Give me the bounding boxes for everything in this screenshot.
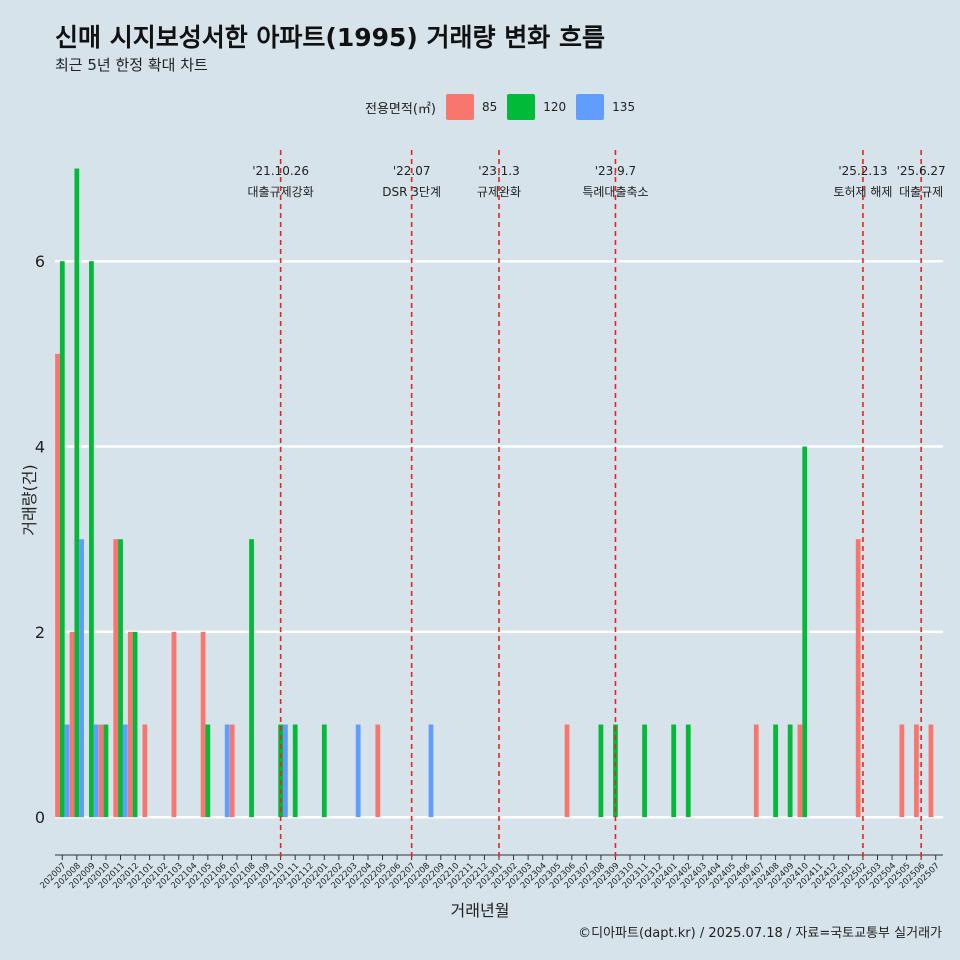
bar-120-202408 [773, 724, 778, 818]
bar-120-202311 [642, 724, 647, 818]
bar-85-202011 [113, 539, 119, 818]
bar-135-202011 [122, 724, 128, 818]
bar-85-202505 [899, 724, 905, 818]
y-tick-label: 4 [35, 438, 45, 457]
bar-85-202103 [171, 631, 177, 818]
legend-key-135 [576, 94, 605, 120]
event-label: DSR 3단계 [382, 185, 441, 199]
event-date: '23.9.7 [595, 164, 636, 178]
bar-135-202203 [355, 724, 361, 818]
bar-120-202012 [132, 631, 138, 818]
bar-120-202011 [118, 539, 123, 818]
bar-135-202009 [93, 724, 99, 818]
y-tick-label: 2 [35, 623, 45, 642]
bar-120-202007 [59, 261, 65, 818]
bar-120-202105 [205, 724, 211, 818]
bar-85-202101 [142, 724, 148, 818]
event-date: '23.1.3 [478, 164, 519, 178]
bar-120-202111 [292, 724, 298, 818]
legend-label-120: 120 [543, 100, 567, 114]
bar-85-202506 [914, 724, 919, 818]
legend-item-135: 135 [576, 94, 635, 120]
bar-120-202008 [74, 168, 80, 818]
bar-85-202410 [797, 724, 803, 818]
legend-item-120: 120 [507, 94, 566, 120]
legend-key-120 [507, 94, 536, 120]
event-label: 토허제 해제 [833, 185, 892, 199]
legend-title: 전용면적(㎡) [365, 101, 436, 117]
event-label: 대출규제 [899, 185, 943, 199]
legend-label-135: 135 [612, 100, 636, 114]
legend-key-85 [445, 94, 474, 120]
bar-85-202507 [928, 724, 934, 818]
event-date: '22.07 [393, 164, 431, 178]
legend-label-85: 85 [481, 100, 498, 114]
bar-120-202402 [685, 724, 691, 818]
bar-120-202110 [278, 724, 284, 818]
bar-85-202010 [98, 724, 104, 818]
bar-135-202110 [283, 724, 288, 818]
event-date: '25.6.27 [897, 164, 946, 178]
bar-85-202012 [127, 631, 133, 818]
event-date: '21.10.26 [252, 164, 309, 178]
bar-135-202008 [79, 539, 84, 818]
bar-85-202105 [200, 631, 206, 818]
event-label: 특례대출축소 [582, 185, 648, 199]
bar-85-202502 [855, 539, 861, 818]
y-tick-label: 0 [35, 808, 45, 827]
legend: 전용면적(㎡) 85 120 135 [365, 92, 645, 122]
bar-120-202201 [321, 724, 327, 818]
bar-120-202009 [89, 261, 94, 818]
bar-120-202309 [613, 724, 618, 818]
source-caption: ©디아파트(dapt.kr) / 2025.07.18 / 자료=국토교통부 실… [578, 926, 942, 941]
chart-subtitle: 최근 5년 한정 확대 차트 [55, 56, 208, 74]
bar-85-202205 [375, 724, 381, 818]
bar-120-202401 [671, 724, 677, 818]
bar-120-202108 [249, 539, 254, 818]
bar-135-202106 [224, 724, 230, 818]
y-tick-label: 6 [35, 252, 45, 271]
bar-85-202008 [69, 631, 75, 818]
bar-120-202410 [802, 446, 808, 818]
bar-85-202007 [55, 353, 60, 818]
bar-85-202107 [229, 724, 235, 818]
bar-135-202007 [64, 724, 70, 818]
bar-120-202308 [598, 724, 604, 818]
chart-title: 신매 시지보성서한 아파트(1995) 거래량 변화 흐름 [55, 23, 605, 52]
bar-85-202306 [564, 724, 570, 818]
event-label: 규제완화 [477, 185, 521, 199]
bar-85-202407 [753, 724, 759, 818]
event-date: '25.2.13 [838, 164, 887, 178]
bar-120-202010 [103, 724, 109, 818]
bar-120-202409 [787, 724, 793, 818]
y-axis-label: 거래량(건) [20, 464, 39, 536]
event-label: 대출규제강화 [248, 185, 314, 199]
bar-135-202208 [428, 724, 434, 818]
x-axis-label: 거래년월 [450, 901, 510, 920]
legend-item-85: 85 [445, 94, 498, 120]
